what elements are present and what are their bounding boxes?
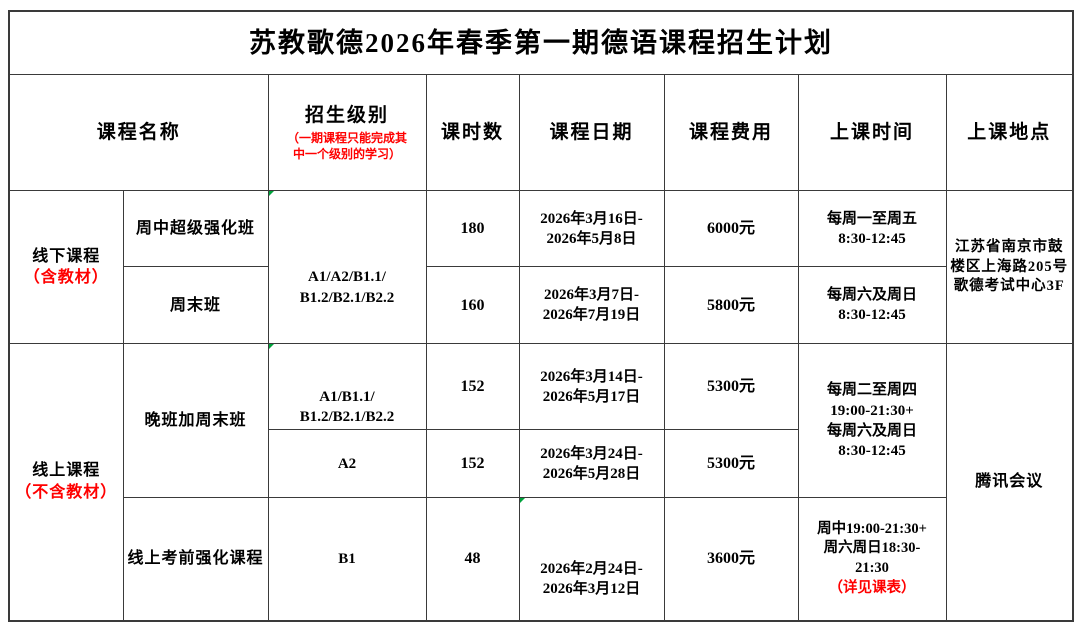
hours-cell: 160: [425, 266, 520, 345]
fee-cell: 5800元: [663, 266, 799, 345]
level-cell: A1/B1.1/ B1.2/B2.1/B2.2: [267, 343, 427, 431]
header-level-note: （一期课程只能完成其 中一个级别的学习）: [286, 131, 407, 162]
hours-cell: 152: [425, 429, 520, 499]
header-location: 上课地点: [945, 73, 1074, 192]
fee-cell: 6000元: [663, 190, 799, 268]
time-text: 周中19:00-21:30+ 周六周日18:30- 21:30: [817, 520, 927, 576]
location-online-cell: 腾讯会议: [945, 343, 1074, 622]
dates-cell: 2026年2月24日- 2026年3月12日: [518, 497, 665, 622]
time-cell: 每周一至周五 8:30-12:45: [797, 190, 947, 268]
dates-cell: 2026年3月7日- 2026年7月19日: [518, 266, 665, 345]
class-name-cell: 晚班加周末班: [122, 343, 269, 499]
header-hours: 课时数: [425, 73, 520, 192]
dates-cell: 2026年3月16日- 2026年5月8日: [518, 190, 665, 268]
header-course-name: 课程名称: [8, 73, 269, 192]
header-dates: 课程日期: [518, 73, 665, 192]
header-time: 上课时间: [797, 73, 947, 192]
fee-cell: 5300元: [663, 429, 799, 499]
excel-flag-icon: [268, 344, 274, 350]
time-cell: 周中19:00-21:30+ 周六周日18:30- 21:30 （详见课表）: [797, 497, 947, 622]
excel-flag-icon: [268, 191, 274, 197]
location-offline-cell: 江苏省南京市鼓 楼区上海路205号 歌德考试中心3F: [945, 190, 1074, 345]
class-name-cell: 线上考前强化课程: [122, 497, 269, 622]
time-cell: 每周二至周四 19:00-21:30+ 每周六及周日 8:30-12:45: [797, 343, 947, 499]
course-table: 苏教歌德2026年春季第一期德语课程招生计划 课程名称 招生级别 （一期课程只能…: [8, 10, 1074, 622]
class-name-cell: 周中超级强化班: [122, 190, 269, 268]
time-note: （详见课表）: [828, 579, 916, 596]
level-cell: A1/A2/B1.1/ B1.2/B2.1/B2.2: [267, 190, 427, 345]
header-fee: 课程费用: [663, 73, 799, 192]
dates-text: 2026年2月24日- 2026年3月12日: [540, 560, 643, 598]
level-text: A1/B1.1/ B1.2/B2.1/B2.2: [299, 388, 395, 426]
dates-cell: 2026年3月24日- 2026年5月28日: [518, 429, 665, 499]
dates-cell: 2026年3月14日- 2026年5月17日: [518, 343, 665, 431]
category-online-note: （不含教材）: [15, 483, 118, 501]
level-cell: B1: [267, 497, 427, 622]
category-online-label: 线上课程: [32, 462, 101, 480]
category-offline-note: （含教材）: [23, 269, 109, 287]
header-level-label: 招生级别: [304, 104, 389, 126]
category-offline-label: 线下课程: [32, 247, 101, 265]
level-text: A1/A2/B1.1/ B1.2/B2.1/B2.2: [299, 269, 395, 306]
category-offline: 线下课程 （含教材）: [8, 190, 124, 345]
hours-cell: 152: [425, 343, 520, 431]
fee-cell: 3600元: [663, 497, 799, 622]
category-online: 线上课程 （不含教材）: [8, 343, 124, 622]
class-name-cell: 周末班: [122, 266, 269, 345]
hours-cell: 48: [425, 497, 520, 622]
header-level: 招生级别 （一期课程只能完成其 中一个级别的学习）: [267, 73, 427, 192]
excel-flag-icon: [519, 498, 525, 504]
time-cell: 每周六及周日 8:30-12:45: [797, 266, 947, 345]
table-title: 苏教歌德2026年春季第一期德语课程招生计划: [8, 10, 1074, 75]
level-cell: A2: [267, 429, 427, 499]
hours-cell: 180: [425, 190, 520, 268]
fee-cell: 5300元: [663, 343, 799, 431]
